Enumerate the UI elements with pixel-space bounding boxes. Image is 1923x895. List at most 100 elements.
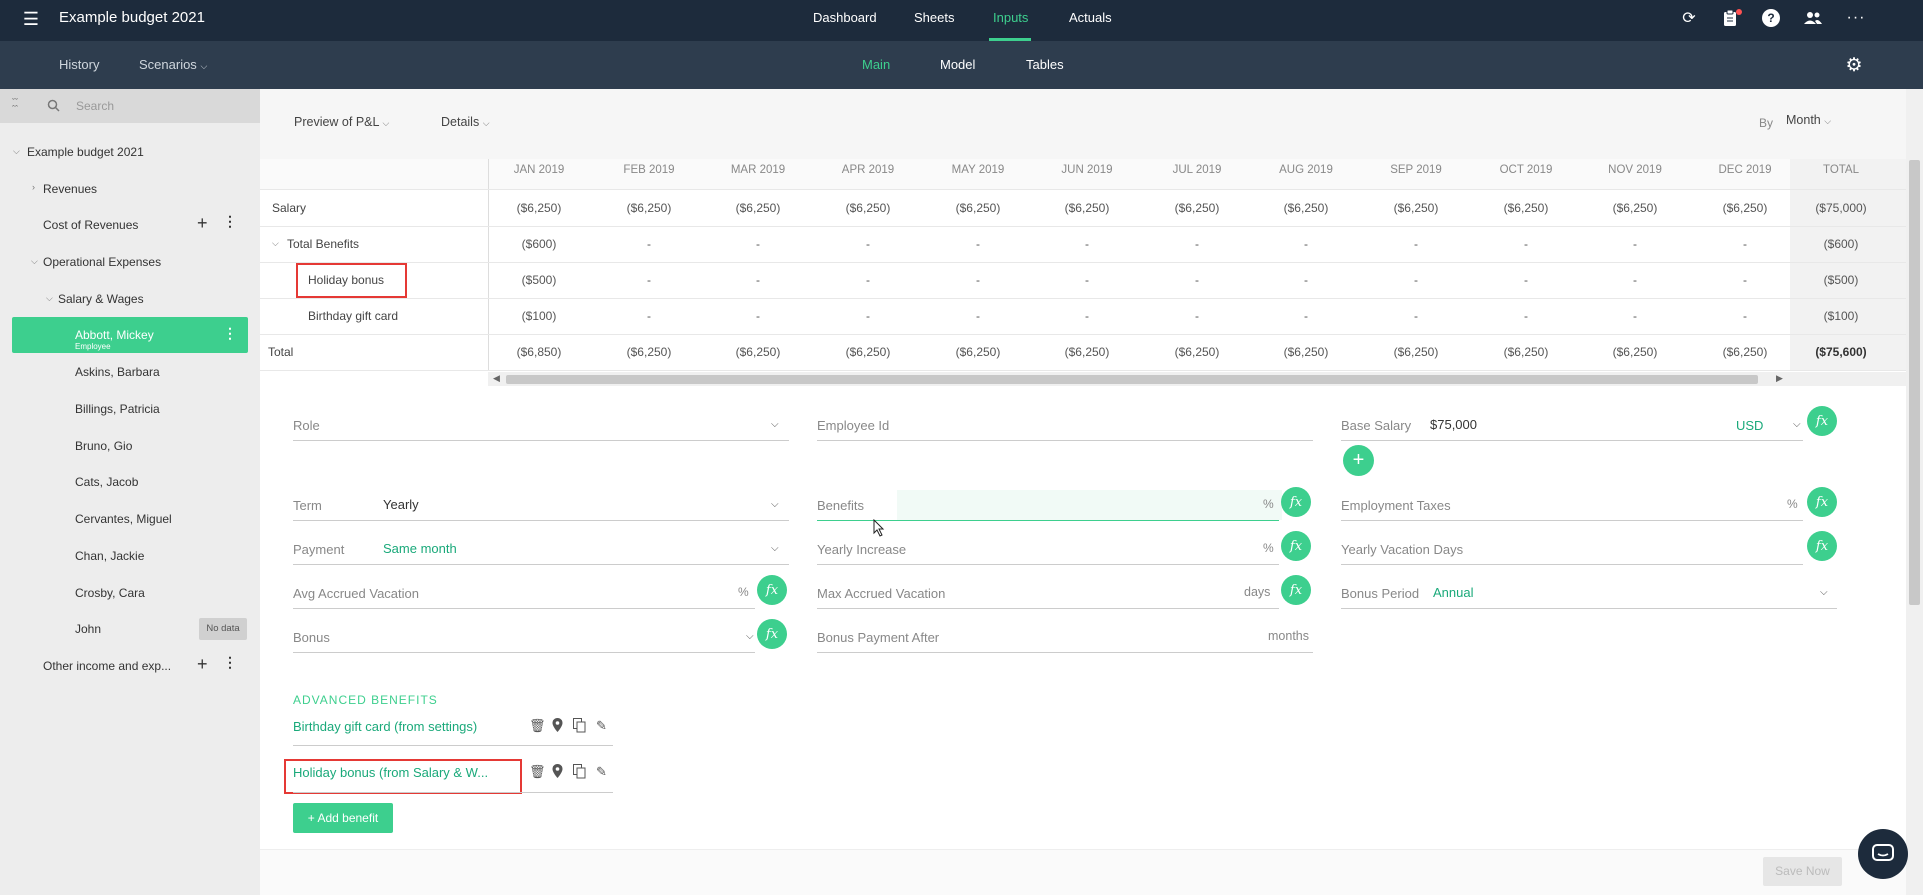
bonus-period-value[interactable]: Annual — [1433, 585, 1474, 600]
sync-icon[interactable]: ⟳ — [1682, 10, 1696, 27]
add-benefit-button[interactable]: + Add benefit — [293, 803, 393, 833]
chevron-down-icon[interactable]: ⌵ — [1820, 587, 1828, 598]
max-accrued-vacation-input[interactable] — [817, 608, 1279, 609]
scenarios-dropdown[interactable]: Scenarios ⌵ — [139, 57, 207, 72]
collapse-expand-icon[interactable]: ˇˇ ˆˆ — [12, 97, 18, 114]
chevron-down-icon[interactable]: ⌵ — [746, 631, 754, 642]
benefits-input[interactable] — [817, 520, 1279, 521]
formula-icon[interactable]: fx — [1807, 406, 1837, 436]
chevron-right-icon[interactable]: › — [32, 182, 35, 192]
formula-icon[interactable]: fx — [1807, 531, 1837, 561]
row-label[interactable]: Total Benefits — [287, 237, 360, 251]
search-input[interactable]: Search — [76, 99, 115, 113]
chevron-down-icon[interactable]: ⌵ — [771, 419, 779, 430]
bonus-dropdown[interactable] — [293, 652, 755, 653]
subtab-model[interactable]: Model — [940, 57, 976, 72]
tab-actuals[interactable]: Actuals — [1069, 10, 1112, 25]
employee-id-field[interactable] — [817, 440, 1313, 441]
row-label[interactable]: Holiday bonus — [308, 273, 385, 287]
employee-item[interactable]: Bruno, Gio — [75, 439, 133, 453]
users-icon[interactable] — [1802, 8, 1824, 28]
yearly-vacation-days-input[interactable] — [1341, 564, 1803, 565]
employee-item[interactable]: Billings, Patricia — [75, 402, 160, 416]
help-icon[interactable]: ? — [1762, 9, 1780, 27]
tree-salary-wages[interactable]: Salary & Wages — [58, 292, 144, 306]
tab-dashboard[interactable]: Dashboard — [813, 10, 877, 25]
clipboard-icon[interactable] — [1720, 8, 1740, 28]
payment-dropdown[interactable] — [293, 564, 789, 565]
chevron-down-icon[interactable]: ⌵ — [272, 238, 279, 248]
chevron-down-icon[interactable]: ⌵ — [771, 543, 779, 554]
edit-pencil-icon[interactable]: ✎ — [596, 718, 607, 733]
kebab-menu-icon[interactable]: ⋮ — [223, 325, 237, 341]
formula-icon[interactable]: fx — [1807, 487, 1837, 517]
formula-icon[interactable]: fx — [757, 619, 787, 649]
subtab-main[interactable]: Main — [862, 57, 891, 72]
employee-item-john[interactable]: John — [75, 622, 102, 636]
term-dropdown[interactable] — [293, 520, 789, 521]
settings-gear-icon[interactable]: ⚙ — [1845, 54, 1863, 76]
chevron-down-icon[interactable]: ⌵ — [13, 146, 20, 156]
base-salary-input[interactable]: $75,000 — [1430, 417, 1477, 432]
location-pin-icon[interactable] — [552, 718, 563, 735]
employee-item[interactable]: Cervantes, Miguel — [75, 512, 172, 526]
period-dropdown[interactable]: Month ⌵ — [1786, 113, 1831, 127]
row-label[interactable]: Birthday gift card — [308, 309, 399, 323]
base-salary-field[interactable] — [1341, 440, 1803, 441]
bonus-payment-after-input[interactable] — [817, 652, 1313, 653]
employee-item[interactable]: Cats, Jacob — [75, 475, 139, 489]
copy-icon[interactable] — [573, 718, 586, 736]
preview-dropdown[interactable]: Preview of P&L ⌵ — [294, 115, 389, 129]
employee-item[interactable]: Askins, Barbara — [75, 365, 160, 379]
trash-icon[interactable]: 🗑 — [529, 764, 546, 779]
tree-revenues[interactable]: Revenues — [43, 182, 98, 196]
trash-icon[interactable]: 🗑 — [529, 718, 546, 733]
chevron-down-icon[interactable]: ⌵ — [31, 256, 38, 266]
chevron-down-icon[interactable]: ⌵ — [1793, 419, 1801, 430]
tree-root[interactable]: Example budget 2021 — [27, 145, 144, 159]
scrollbar-thumb[interactable] — [506, 375, 1758, 384]
employee-item[interactable]: Chan, Jackie — [75, 549, 145, 563]
kebab-menu-icon[interactable]: ⋮ — [223, 654, 237, 670]
chat-support-button[interactable] — [1858, 829, 1908, 879]
vertical-scrollbar-thumb[interactable] — [1909, 160, 1920, 605]
history-link[interactable]: History — [59, 57, 100, 72]
scroll-right-icon[interactable]: ▶ — [1776, 373, 1783, 383]
copy-icon[interactable] — [573, 764, 586, 782]
benefit-item-link[interactable]: Holiday bonus (from Salary & W... — [293, 765, 489, 780]
edit-pencil-icon[interactable]: ✎ — [596, 764, 607, 779]
bonus-period-dropdown[interactable] — [1341, 608, 1837, 609]
location-pin-icon[interactable] — [552, 764, 563, 781]
currency-select[interactable]: USD — [1736, 418, 1764, 433]
save-now-button[interactable]: Save Now — [1763, 857, 1842, 886]
add-salary-button[interactable]: + — [1343, 445, 1374, 476]
add-icon[interactable]: + — [197, 213, 208, 233]
menu-icon[interactable]: ☰ — [22, 8, 40, 29]
avg-accrued-vacation-input[interactable] — [293, 608, 755, 609]
employment-taxes-input[interactable] — [1341, 520, 1803, 521]
chevron-down-icon[interactable]: ⌵ — [771, 499, 779, 510]
tree-operational-expenses[interactable]: Operational Expenses — [43, 255, 162, 269]
scroll-left-icon[interactable]: ◀ — [493, 373, 500, 383]
benefit-item-link[interactable]: Birthday gift card (from settings) — [293, 719, 478, 734]
term-value[interactable]: Yearly — [383, 497, 419, 512]
formula-icon[interactable]: fx — [1281, 575, 1311, 605]
tab-sheets[interactable]: Sheets — [914, 10, 955, 25]
add-icon[interactable]: + — [197, 654, 208, 674]
tree-other-income[interactable]: Other income and exp... — [43, 659, 172, 673]
kebab-menu-icon[interactable]: ⋮ — [223, 213, 237, 229]
tree-cost-of-revenues[interactable]: Cost of Revenues — [43, 218, 139, 232]
details-dropdown[interactable]: Details ⌵ — [441, 115, 490, 129]
selected-employee-row[interactable] — [12, 317, 248, 353]
yearly-increase-input[interactable] — [817, 564, 1279, 565]
role-dropdown[interactable] — [293, 440, 789, 441]
formula-icon[interactable]: fx — [757, 575, 787, 605]
formula-icon[interactable]: fx — [1281, 531, 1311, 561]
more-icon[interactable]: ··· — [1846, 9, 1866, 26]
payment-value[interactable]: Same month — [383, 541, 457, 556]
formula-icon[interactable]: fx — [1281, 487, 1311, 517]
tab-inputs[interactable]: Inputs — [993, 10, 1029, 25]
subtab-tables[interactable]: Tables — [1026, 57, 1064, 72]
employee-item[interactable]: Crosby, Cara — [75, 586, 145, 600]
chevron-down-icon[interactable]: ⌵ — [46, 293, 53, 303]
